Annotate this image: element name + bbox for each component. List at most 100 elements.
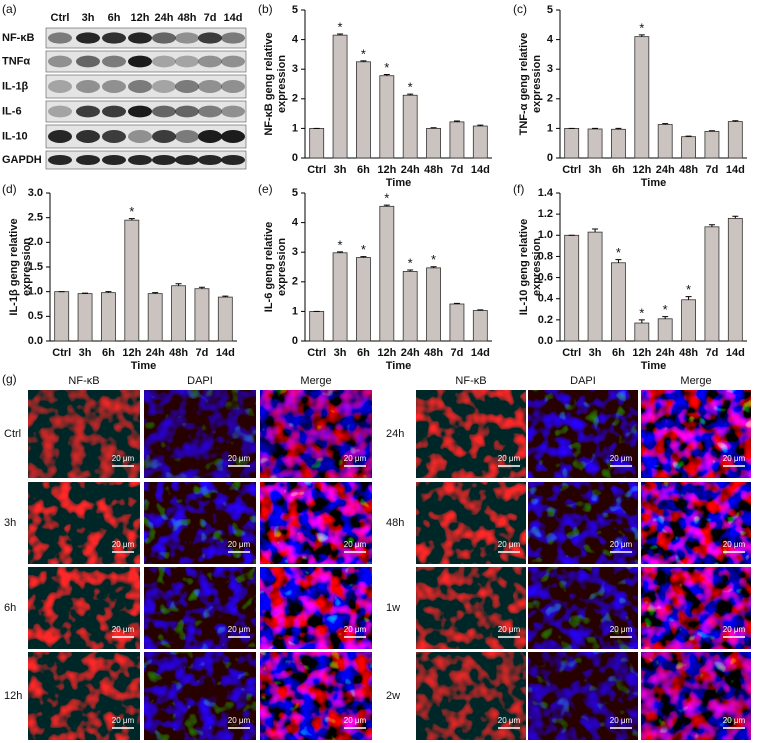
significance: *: [384, 191, 389, 206]
y-tick-label: 2: [292, 93, 298, 105]
y-tick-label: 0.0: [28, 335, 43, 347]
scale-bar-label: 20 μm: [112, 540, 135, 549]
significance: *: [408, 80, 413, 95]
row-label: 12h: [4, 690, 22, 702]
row-label: 3h: [4, 517, 16, 529]
panel-label: (d): [2, 182, 17, 196]
y-axis-label: IL-1β geng relativeexpression: [8, 218, 33, 315]
y-tick-label: 1: [547, 122, 553, 134]
error-bar: [685, 296, 692, 300]
y-tick-label: 0.6: [538, 271, 553, 283]
x-tick-label: 24h: [146, 347, 165, 359]
micrograph: [528, 567, 638, 649]
lane-label: 48h: [178, 12, 197, 24]
micrograph: [416, 652, 526, 740]
row-label: 1w: [386, 602, 400, 614]
y-tick-label: 0.2: [538, 314, 553, 326]
scale-bar-label: 20 μm: [498, 540, 521, 549]
x-tick-label: 14d: [471, 347, 490, 359]
error-bar: [662, 316, 669, 319]
x-axis-label: Time: [386, 177, 411, 189]
scale-bar-label: 20 μm: [723, 716, 746, 725]
error-bar: [105, 291, 112, 293]
significance: *: [663, 302, 668, 317]
lane-label: 12h: [131, 12, 150, 24]
x-tick-label: 14d: [726, 164, 745, 176]
scale-bar-label: 20 μm: [344, 454, 367, 463]
x-tick-label: Ctrl: [52, 347, 71, 359]
micrograph: [416, 482, 526, 564]
x-tick-label: 48h: [679, 164, 698, 176]
micrograph: [528, 652, 638, 740]
blot-band: [152, 32, 176, 44]
blot-strip: [45, 124, 247, 149]
blot-band: [76, 130, 100, 143]
blot-band: [175, 105, 199, 118]
blot-band: [48, 80, 72, 93]
scale-bar-label: 20 μm: [344, 716, 367, 725]
bar: [657, 318, 673, 342]
x-tick-label: 14d: [726, 347, 745, 359]
panel-label: (c): [513, 2, 527, 16]
bar: [564, 127, 580, 159]
blot-band: [102, 32, 126, 44]
error-bar: [360, 256, 367, 258]
blot-band: [128, 32, 152, 44]
error-bar: [592, 127, 599, 129]
row-label: 48h: [386, 517, 404, 529]
scale-bar-label: 20 μm: [112, 454, 135, 463]
x-tick-label: 3h: [334, 347, 347, 359]
x-tick-label: Ctrl: [562, 164, 581, 176]
y-axis-label: IL-10 geng relativeexpression: [518, 219, 543, 316]
blot-band: [48, 55, 72, 68]
x-tick-label: 12h: [632, 347, 651, 359]
bar: [217, 296, 233, 342]
y-tick-label: 0: [547, 152, 553, 164]
x-tick-label: 7d: [451, 164, 464, 176]
error-bar: [592, 228, 599, 233]
y-axis-label-line: IL-10 geng relative: [518, 219, 530, 316]
error-bar: [615, 127, 622, 130]
column-header: Merge: [300, 375, 331, 387]
blot-band: [175, 154, 199, 166]
x-axis-label: Time: [641, 177, 666, 189]
x-tick-label: 12h: [632, 164, 651, 176]
x-tick-label: 12h: [122, 347, 141, 359]
y-tick-label: 1: [292, 122, 298, 134]
micrograph: [28, 567, 140, 649]
x-tick-label: 24h: [401, 347, 420, 359]
bar: [727, 121, 743, 159]
significance: *: [639, 305, 644, 320]
bar: [611, 262, 626, 342]
blot-band: [198, 105, 222, 118]
protein-label: IL-10: [2, 130, 28, 142]
bar: [332, 252, 348, 342]
lane-label: 24h: [155, 12, 174, 24]
error-bar: [615, 259, 622, 263]
row-label: 24h: [386, 428, 404, 440]
protein-label: TNFα: [2, 55, 30, 67]
protein-label: IL-6: [2, 105, 22, 117]
y-tick-label: 0.4: [538, 293, 554, 305]
column-header: NF-κB: [455, 375, 486, 387]
blot-band: [128, 154, 152, 166]
blot-band: [221, 154, 245, 166]
micrograph: [641, 652, 751, 740]
blot-band: [48, 154, 72, 166]
scale-bar-label: 20 μm: [723, 454, 746, 463]
blot-band: [76, 154, 100, 166]
blot-band: [175, 80, 199, 93]
bar: [379, 205, 395, 342]
x-tick-label: 3h: [589, 347, 602, 359]
x-tick-label: 12h: [377, 347, 396, 359]
blot-band: [76, 105, 100, 118]
column-header: DAPI: [570, 375, 596, 387]
blot-band: [102, 55, 126, 68]
error-bar: [198, 286, 205, 289]
y-tick-label: 1.0: [538, 229, 553, 241]
error-bar: [453, 302, 460, 304]
y-tick-label: 5: [292, 4, 298, 16]
x-axis-label: Time: [641, 360, 666, 372]
error-bar: [128, 218, 135, 221]
bar: [379, 75, 395, 159]
